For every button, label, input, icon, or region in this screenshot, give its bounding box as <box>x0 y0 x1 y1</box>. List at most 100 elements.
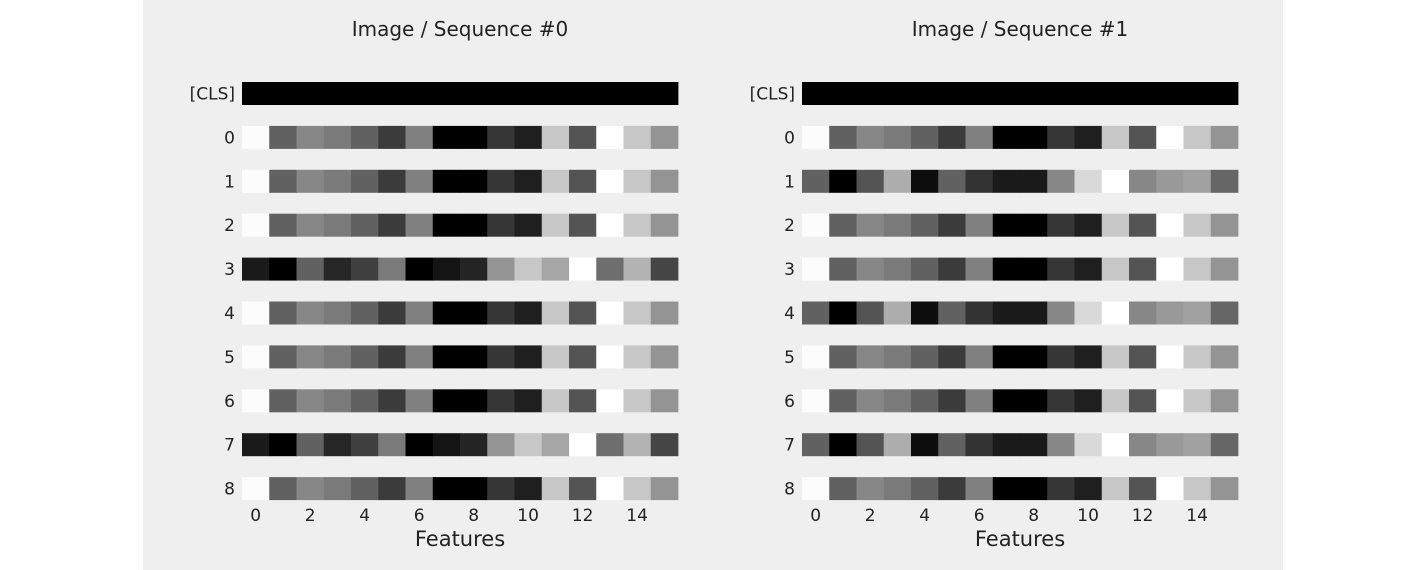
heatmap-cell <box>460 433 488 457</box>
heatmap-cell <box>487 345 515 369</box>
heatmap-cell <box>432 345 461 369</box>
heatmap-row <box>242 82 679 105</box>
heatmap-cell <box>1156 389 1184 413</box>
heatmap-cell <box>1101 389 1130 413</box>
heatmap-cell <box>1129 301 1157 325</box>
row-label: 5 <box>784 348 795 368</box>
heatmap-cell <box>1129 433 1157 457</box>
heatmap-cell <box>569 433 597 457</box>
heatmap-cell <box>623 125 652 149</box>
heatmap-cell <box>323 433 352 457</box>
heatmap-cell <box>992 301 1021 325</box>
heatmap-cell <box>829 477 857 501</box>
heatmap-cell <box>965 169 994 193</box>
heatmap-cell <box>1210 389 1239 413</box>
heatmap-cell <box>992 213 1021 237</box>
heatmap-cell <box>1020 345 1048 369</box>
heatmap-cell <box>351 301 379 325</box>
row-label: [CLS] <box>190 85 235 105</box>
heatmap-cell <box>829 125 857 149</box>
heatmap-cell <box>883 345 912 369</box>
heatmap-cell <box>460 389 488 413</box>
x-tick-label: 12 <box>1132 506 1154 526</box>
heatmap-cell <box>650 301 679 325</box>
x-tick-label: 10 <box>517 506 539 526</box>
heatmap-cell <box>460 213 488 237</box>
heatmap-cell <box>856 82 885 105</box>
heatmap-cell <box>1074 82 1103 105</box>
heatmap-cell <box>323 389 352 413</box>
heatmap-cell <box>1101 345 1130 369</box>
heatmap-cell <box>269 82 297 105</box>
heatmap-cell <box>965 389 994 413</box>
heatmap-cell <box>883 433 912 457</box>
heatmap-cell <box>1129 389 1157 413</box>
row-label: 0 <box>224 128 235 148</box>
heatmap-cell <box>1047 257 1075 281</box>
heatmap-cell <box>1129 82 1157 105</box>
heatmap-cell <box>323 125 352 149</box>
heatmap-cell <box>802 433 830 457</box>
heatmap-cell <box>487 125 515 149</box>
heatmap-cell <box>992 169 1021 193</box>
heatmap-cell <box>296 389 325 413</box>
heatmap-cell <box>432 82 461 105</box>
heatmap-cell <box>1156 213 1184 237</box>
heatmap-cell <box>992 345 1021 369</box>
heatmap-cell <box>569 169 597 193</box>
heatmap-cell <box>378 82 406 105</box>
heatmap-cell <box>829 389 857 413</box>
heatmap-cell <box>911 213 939 237</box>
heatmap-cell <box>856 433 885 457</box>
heatmap-cell <box>938 389 966 413</box>
heatmap-cell <box>405 169 434 193</box>
heatmap-cell <box>296 433 325 457</box>
heatmap-cell <box>1020 301 1048 325</box>
heatmap-cell <box>596 169 624 193</box>
heatmap-cell <box>883 389 912 413</box>
heatmap-cell <box>829 213 857 237</box>
heatmap-cell <box>992 82 1021 105</box>
panel-title: Image / Sequence #1 <box>912 17 1129 41</box>
heatmap-cell <box>378 213 406 237</box>
heatmap-cell <box>938 345 966 369</box>
heatmap-cell <box>938 257 966 281</box>
heatmap-cell <box>378 345 406 369</box>
heatmap-cell <box>296 301 325 325</box>
heatmap-cell <box>883 477 912 501</box>
heatmap-cell <box>487 389 515 413</box>
row-label: 8 <box>784 480 795 500</box>
row-label: 1 <box>784 172 795 192</box>
heatmap-cell <box>965 213 994 237</box>
heatmap-cell <box>965 257 994 281</box>
heatmap-cell <box>487 257 515 281</box>
heatmap-cell <box>965 477 994 501</box>
heatmap-row <box>802 213 1239 237</box>
row-label: [CLS] <box>750 85 795 105</box>
heatmap-cell <box>829 82 857 105</box>
heatmap-cell <box>1047 477 1075 501</box>
heatmap-cell <box>351 477 379 501</box>
heatmap-row <box>802 125 1239 149</box>
heatmap-cell <box>405 82 434 105</box>
heatmap-cell <box>1074 257 1103 281</box>
heatmap-cell <box>1047 213 1075 237</box>
row-label: 3 <box>784 260 795 280</box>
heatmap-cell <box>569 477 597 501</box>
heatmap-cell <box>378 433 406 457</box>
heatmap-cell <box>378 169 406 193</box>
heatmap-cell <box>405 433 434 457</box>
heatmap-cell <box>829 301 857 325</box>
heatmap-cell <box>596 389 624 413</box>
heatmap-cell <box>351 257 379 281</box>
heatmap-cell <box>296 82 325 105</box>
x-tick-label: 6 <box>414 506 425 526</box>
x-tick-label: 2 <box>305 506 316 526</box>
heatmap-row <box>802 257 1239 281</box>
heatmap-cell <box>569 389 597 413</box>
heatmap-cell <box>1210 213 1239 237</box>
heatmap-cell <box>911 125 939 149</box>
heatmap-cell <box>1156 477 1184 501</box>
heatmap-cell <box>1020 389 1048 413</box>
heatmap-cell <box>323 257 352 281</box>
